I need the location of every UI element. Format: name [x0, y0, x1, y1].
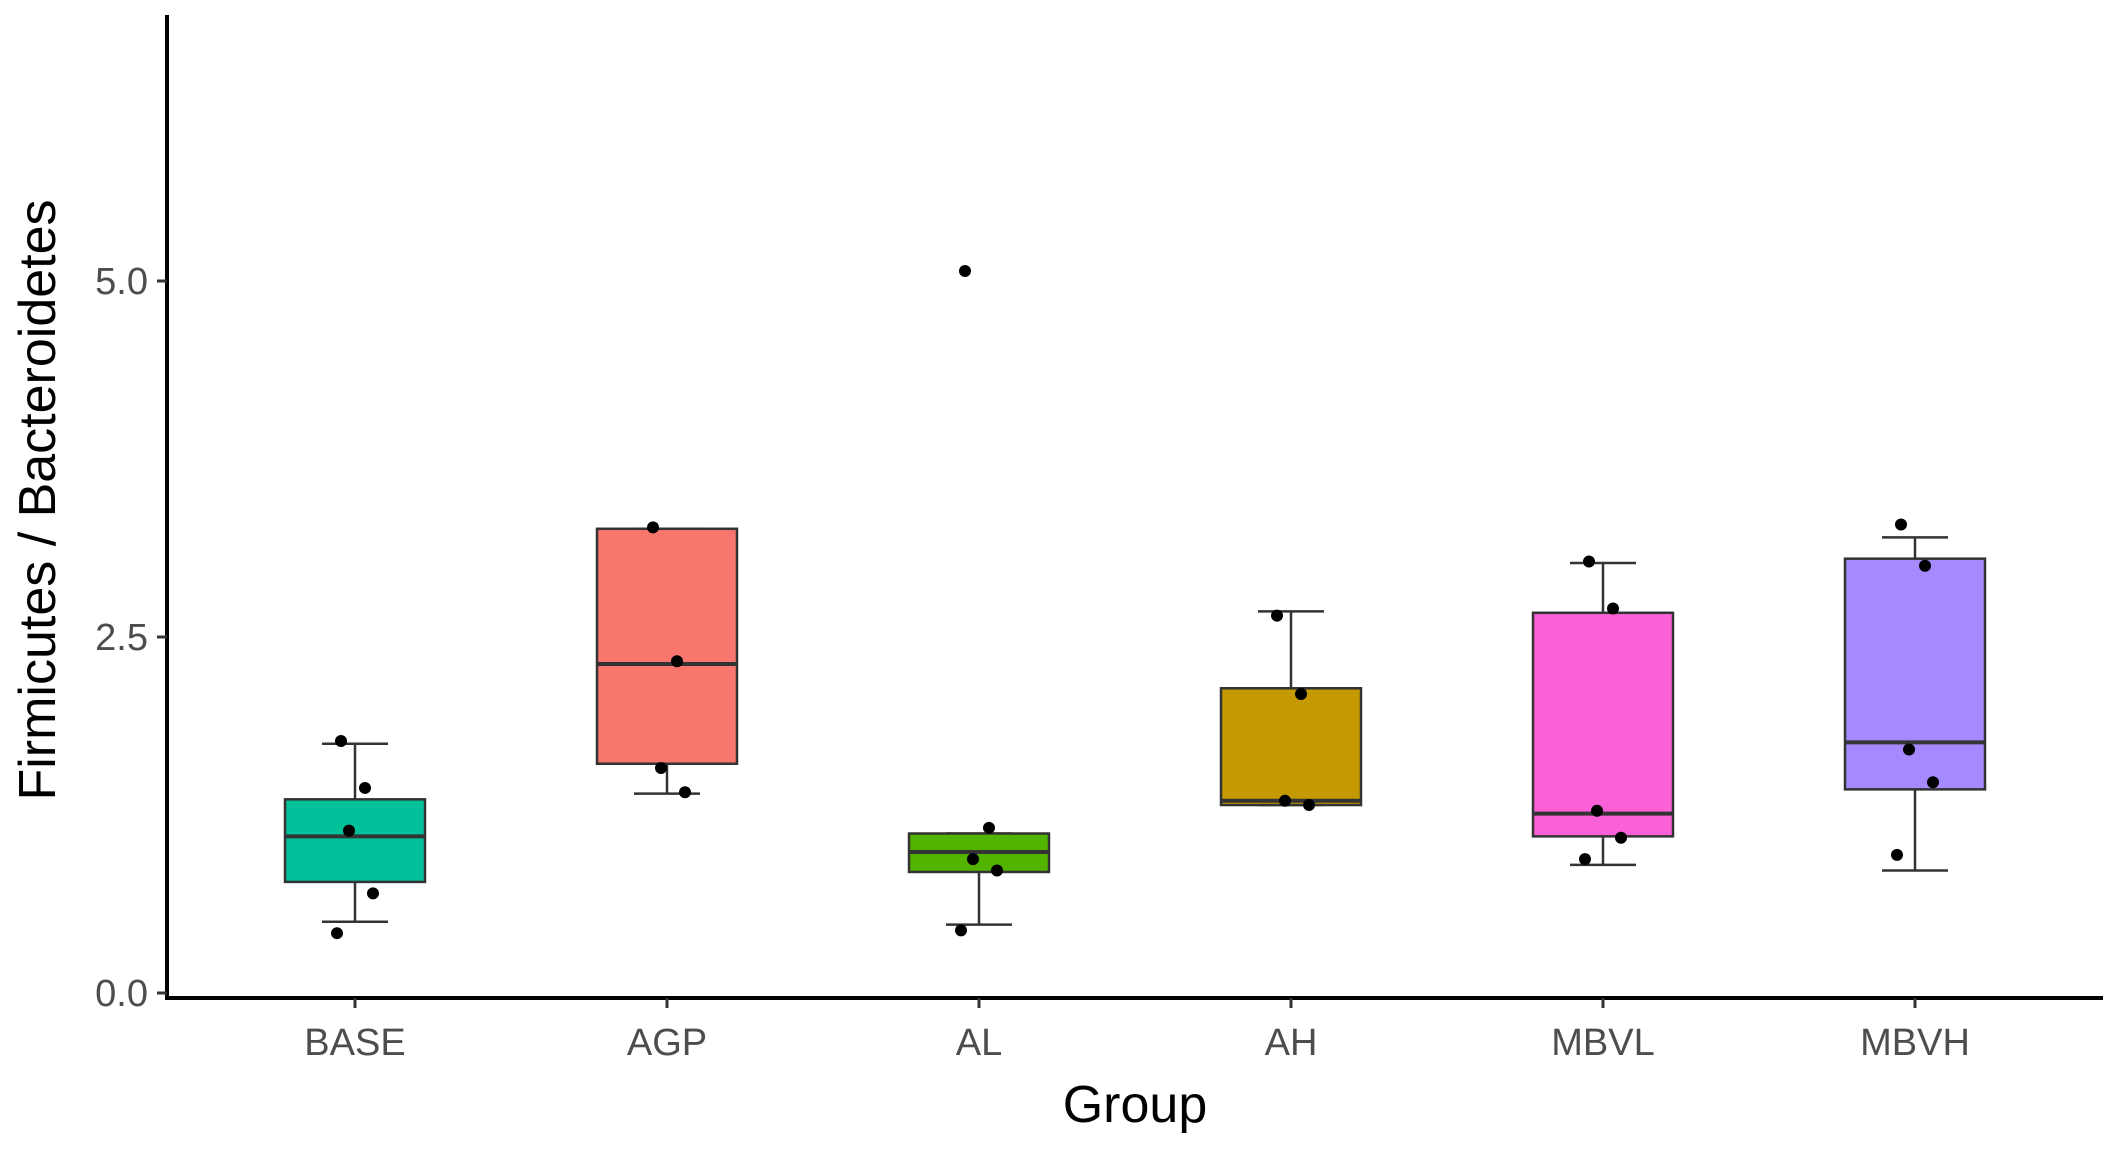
data-point-base [343, 824, 355, 837]
data-point-mbvh [1895, 518, 1907, 531]
data-point-agp [671, 655, 683, 668]
data-point-ah [1271, 609, 1283, 622]
x-tick-label-al: AL [956, 1022, 1002, 1064]
data-point-base [335, 734, 347, 747]
data-point-al [983, 821, 995, 834]
data-point-al [955, 924, 967, 937]
box-ah [1219, 687, 1363, 807]
plot-area [283, 265, 1987, 940]
data-point-mbvh [1919, 559, 1931, 572]
data-point-mbvl [1583, 555, 1595, 568]
x-tick-label-ah: AH [1265, 1022, 1318, 1064]
data-point-ah [1279, 794, 1291, 807]
y-axis-title: Firmicutes / Bacteroidetes [9, 199, 67, 800]
x-tick-label-agp: AGP [627, 1022, 707, 1064]
data-point-mbvl [1591, 804, 1603, 817]
box-mbvl [1531, 611, 1675, 838]
x-tick-label-mbvh: MBVH [1860, 1022, 1970, 1064]
box-base [283, 798, 427, 884]
y-tick-label: 0.0 [95, 973, 148, 1015]
data-point-agp [679, 786, 691, 799]
x-tick-label-base: BASE [304, 1022, 405, 1064]
data-point-mbvh [1903, 743, 1915, 756]
data-point-mbvh [1891, 848, 1903, 861]
data-point-agp [647, 521, 659, 534]
data-point-al [959, 265, 971, 278]
x-tick-label-mbvl: MBVL [1551, 1022, 1654, 1064]
data-point-al [991, 864, 1003, 877]
data-point-agp [655, 762, 667, 775]
data-point-mbvl [1615, 831, 1627, 844]
data-point-ah [1303, 799, 1315, 812]
y-tick-label: 5.0 [95, 261, 148, 303]
box-agp [595, 527, 739, 765]
data-point-ah [1295, 687, 1307, 700]
data-point-base [367, 887, 379, 900]
data-point-al [967, 853, 979, 866]
box-mbvh [1843, 557, 1987, 791]
y-tick-label: 2.5 [95, 617, 148, 659]
data-point-base [359, 781, 371, 794]
data-point-mbvl [1607, 602, 1619, 615]
data-point-base [331, 927, 343, 940]
data-point-mbvh [1927, 776, 1939, 789]
x-axis-title: Group [1063, 1076, 1208, 1134]
data-point-mbvl [1579, 853, 1591, 866]
